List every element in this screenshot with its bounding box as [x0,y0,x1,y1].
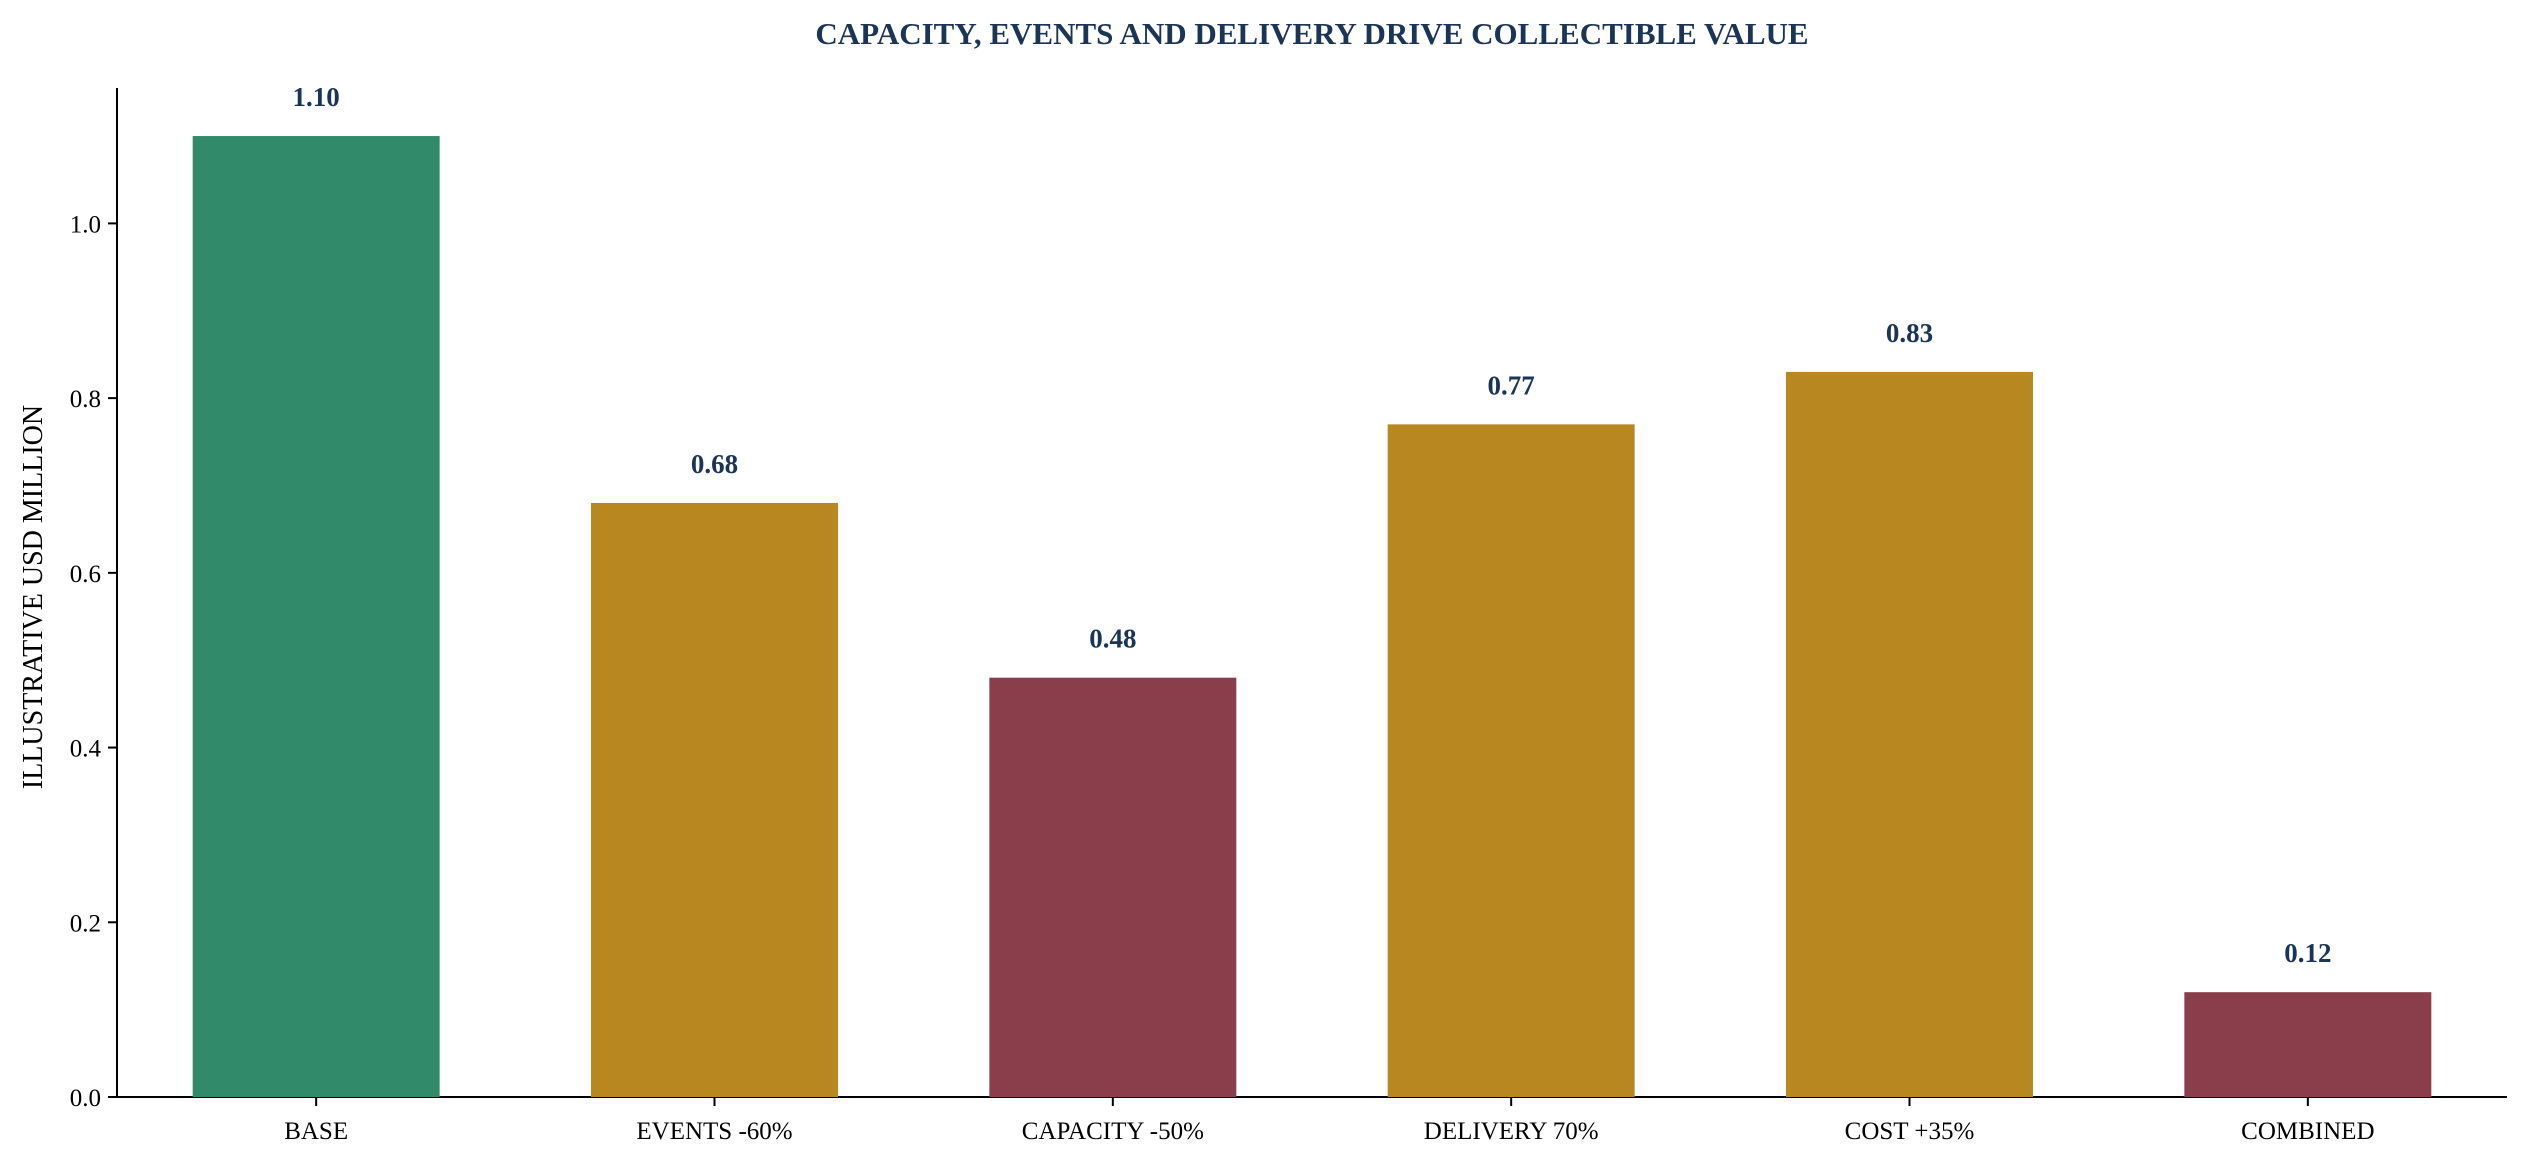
x-tick-label: COMBINED [2241,1118,2374,1145]
bar [1387,424,1635,1097]
y-axis-label: ILLUSTRATIVE USD MILLION [18,405,49,789]
y-tick-label: 0.0 [70,1085,101,1112]
bar-value-label: 1.10 [293,82,340,112]
x-tick-label: EVENTS -60% [636,1118,792,1145]
y-tick-label: 1.0 [70,211,101,238]
plot-area: 0.0 0.2 0.4 0.6 0.8 1.0 1.10 BASE 0.68 EVENTS -60… [70,82,2507,1145]
bar [989,677,1237,1097]
y-tick-label: 0.2 [70,910,101,937]
x-tick-label: DELIVERY 70% [1424,1118,1599,1145]
x-tick-label: BASE [284,1118,348,1145]
bar [2184,992,2432,1097]
bar [192,136,440,1098]
bar-value-label: 0.48 [1089,624,1136,654]
bar [1786,371,2033,1098]
bar-value-label: 0.12 [2284,938,2331,968]
bar-value-label: 0.83 [1886,318,1933,348]
x-tick-label: COST +35% [1845,1118,1975,1145]
chart-title: CAPACITY, EVENTS AND DELIVERY DRIVE COLL… [815,16,1808,51]
y-tick-label: 0.8 [70,386,101,413]
bar-value-label: 0.77 [1488,370,1535,400]
y-tick-label: 0.6 [70,561,101,588]
bar-value-label: 0.68 [691,449,738,479]
y-tick-label: 0.4 [70,736,102,763]
bar [591,502,838,1098]
x-tick-label: CAPACITY -50% [1022,1118,1204,1145]
